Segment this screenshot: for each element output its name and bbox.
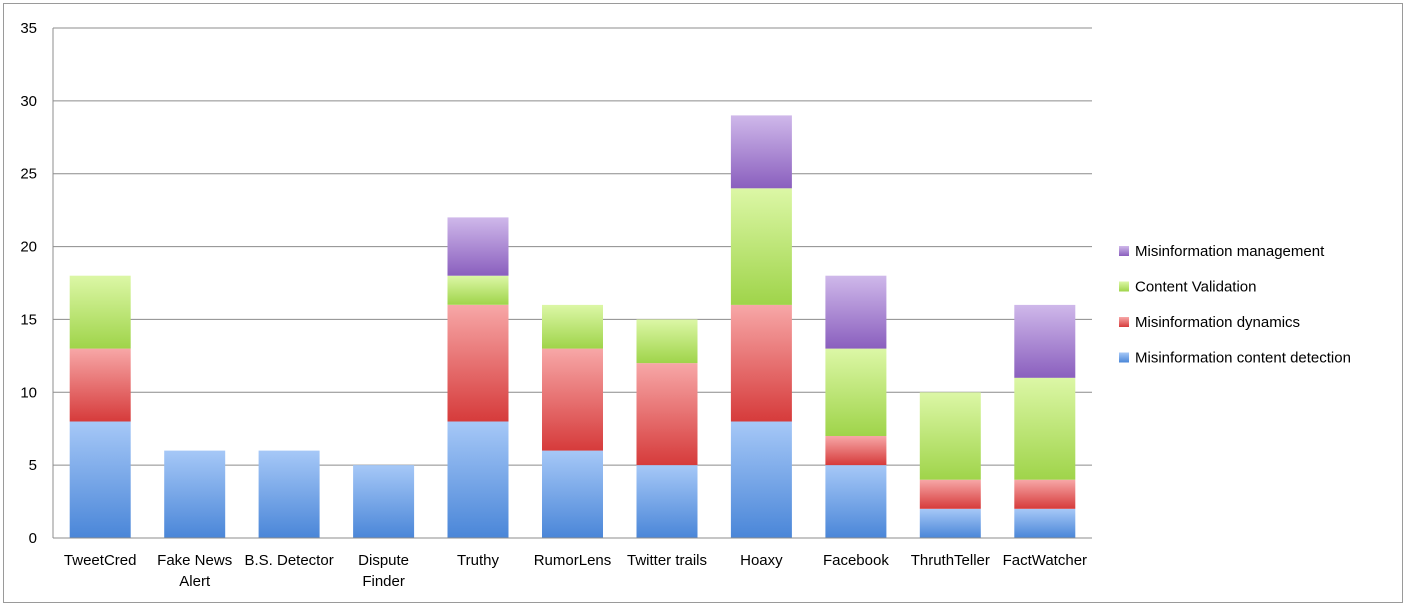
- legend-swatch: [1119, 317, 1129, 327]
- bar-segment: [69, 275, 131, 349]
- bar-segment: [542, 304, 603, 349]
- stacked-bar-chart: 0 5 10 15 20 25 30 35 TweetCred Fake News Alert B.…: [20, 20, 1351, 590]
- bar-segment: [542, 348, 603, 451]
- bar-segment: [258, 450, 320, 538]
- y-tick-label: 0: [29, 530, 37, 547]
- y-tick-label: 15: [20, 311, 37, 328]
- legend-label: Misinformation dynamics: [1135, 314, 1300, 331]
- axes: [52, 28, 1092, 539]
- x-tick-label: Truthy: [457, 552, 499, 569]
- legend-swatch: [1119, 281, 1129, 292]
- x-tick-label: Dispute Finder: [358, 552, 409, 590]
- bar-segment: [919, 508, 981, 538]
- bar-segment: [636, 363, 698, 466]
- y-tick-label: 10: [20, 384, 37, 401]
- bar-segment: [447, 275, 509, 305]
- bar-segment: [919, 392, 981, 480]
- x-tick-label: TweetCred: [64, 552, 137, 569]
- bar-segment: [447, 421, 509, 538]
- x-tick-label: B.S. Detector: [244, 552, 333, 569]
- x-tick-label: Facebook: [823, 552, 889, 569]
- bar-segment: [825, 465, 887, 538]
- legend-label: Content Validation: [1135, 279, 1256, 296]
- x-tick-labels: TweetCred Fake News Alert B.S. Detector Disp…: [64, 552, 1087, 590]
- x-tick-label: ThruthTeller: [911, 552, 990, 569]
- bar-segment: [730, 304, 792, 422]
- bars: [69, 115, 1076, 538]
- legend-swatch: [1119, 246, 1129, 256]
- y-tick-label: 35: [20, 20, 37, 37]
- bar-segment: [1014, 377, 1076, 480]
- y-tick-labels: 0 5 10 15 20 25 30 35: [20, 20, 37, 547]
- bar-segment: [636, 319, 698, 364]
- bar-segment: [919, 479, 981, 509]
- bar-segment: [730, 115, 792, 189]
- y-tick-label: 30: [20, 93, 37, 110]
- bar-segment: [825, 348, 887, 436]
- x-tick-label: Twitter trails: [627, 552, 707, 569]
- x-tick-label: Hoaxy: [740, 552, 783, 569]
- legend: Misinformation management Content Validat…: [1119, 243, 1351, 367]
- bar-segment: [730, 421, 792, 538]
- bar-segment: [542, 450, 603, 538]
- bar-segment: [447, 217, 509, 276]
- bar-segment: [1014, 508, 1076, 538]
- y-tick-label: 25: [20, 166, 37, 183]
- bar-segment: [447, 304, 509, 422]
- bar-segment: [69, 348, 131, 422]
- y-tick-label: 5: [29, 457, 37, 474]
- x-tick-label: RumorLens: [534, 552, 612, 569]
- x-tick-label: FactWatcher: [1003, 552, 1087, 569]
- chart-frame: 0 5 10 15 20 25 30 35 TweetCred Fake News Alert B.…: [3, 3, 1403, 603]
- legend-swatch: [1119, 352, 1129, 363]
- bar-segment: [1014, 479, 1076, 509]
- y-tick-label: 20: [20, 239, 37, 256]
- bar-segment: [353, 465, 415, 538]
- bar-segment: [164, 450, 226, 538]
- bar-segment: [1014, 304, 1076, 378]
- legend-label: Misinformation management: [1135, 243, 1325, 260]
- bar-segment: [825, 275, 887, 349]
- legend-label: Misinformation content detection: [1135, 350, 1351, 367]
- bar-segment: [636, 465, 698, 538]
- bar-segment: [730, 188, 792, 305]
- bar-segment: [69, 421, 131, 538]
- x-tick-label: Fake News Alert: [157, 552, 232, 590]
- bar-segment: [825, 436, 887, 466]
